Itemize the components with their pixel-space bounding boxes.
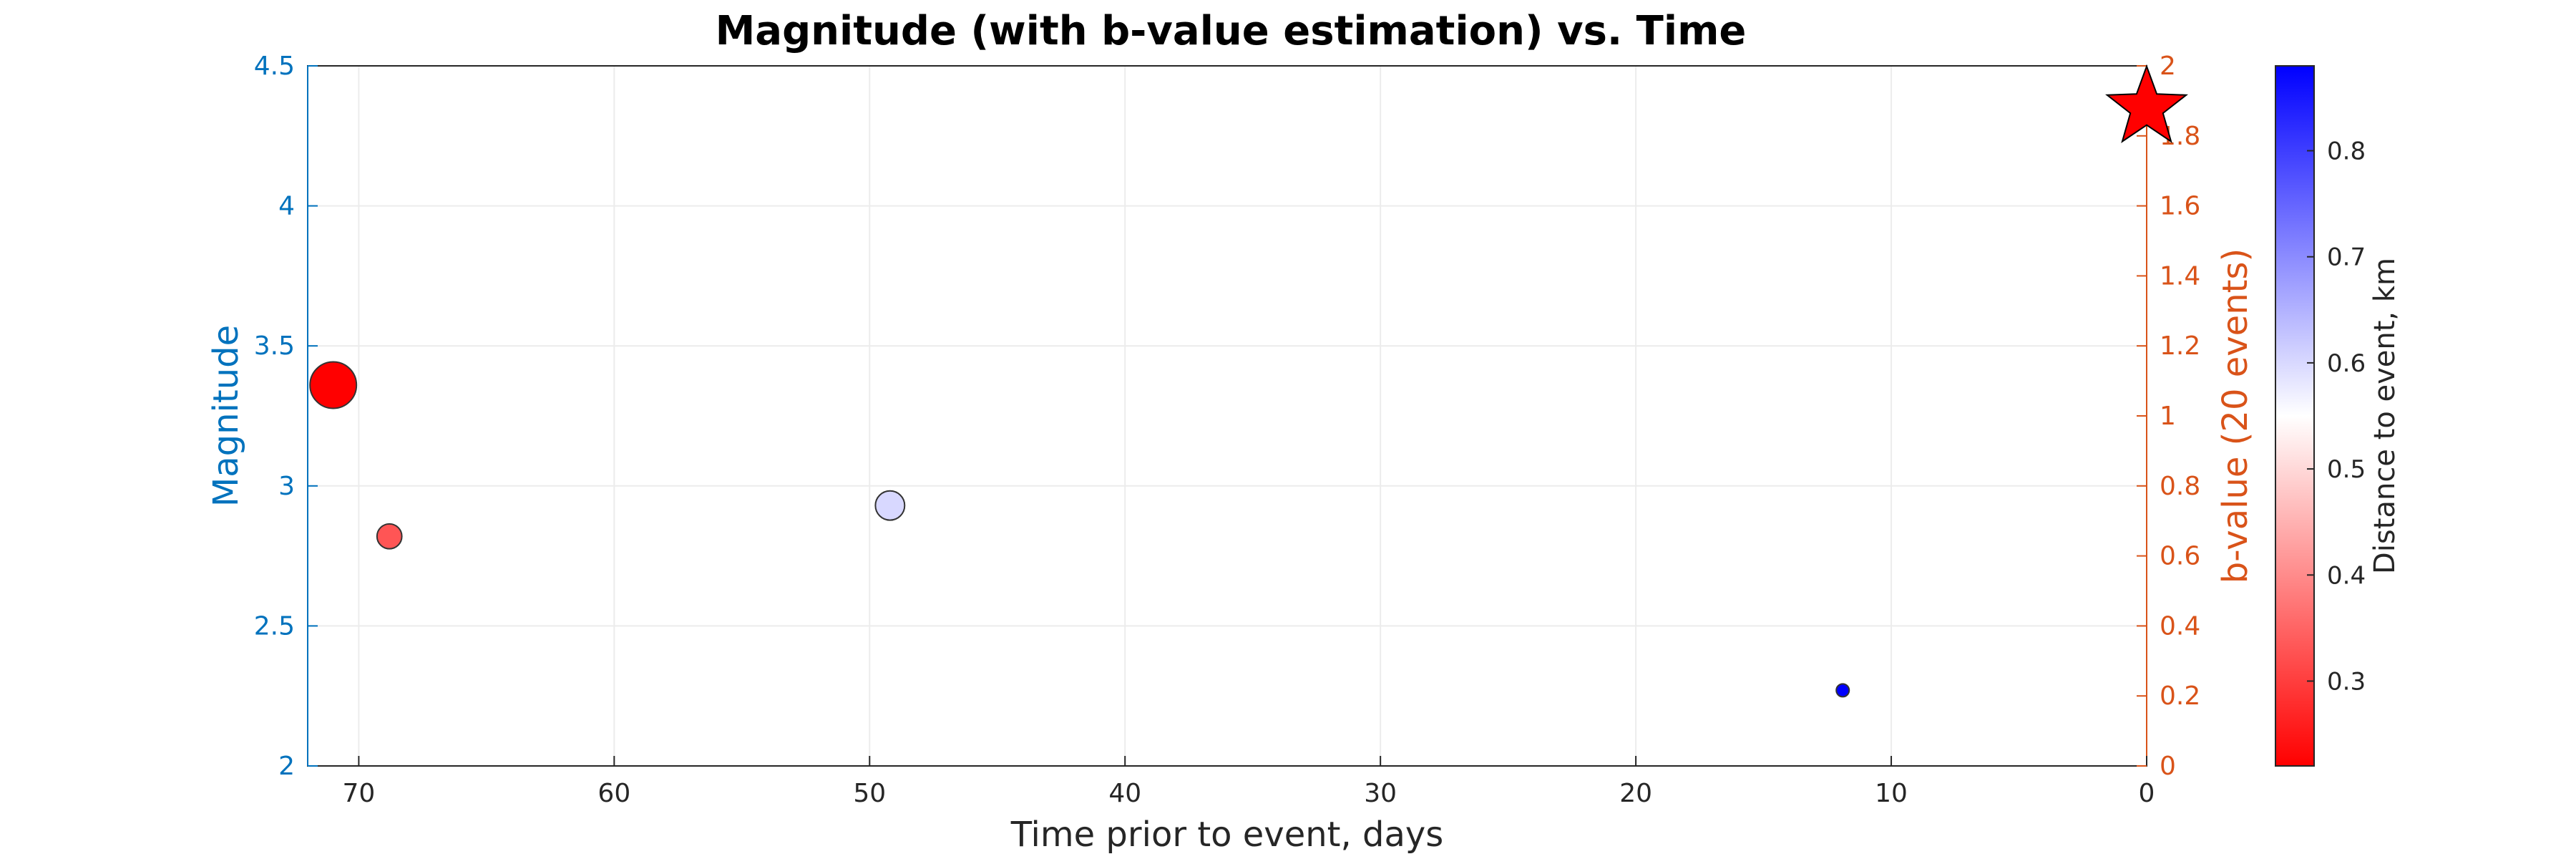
left-tick-label: 3: [278, 472, 295, 501]
x-tick-label: 20: [1619, 779, 1652, 808]
left-tick-label: 3.5: [254, 331, 295, 361]
grid-lines: [308, 65, 2147, 767]
x-tick-label: 0: [2139, 779, 2155, 808]
right-tick-label: 0.8: [2160, 472, 2200, 501]
right-tick-label: 0.2: [2160, 681, 2200, 711]
right-tick-label: 0.6: [2160, 542, 2200, 571]
colorbar-ticks: 0.3 0.4 0.5 0.6 0.7 0.8: [2307, 137, 2366, 696]
x-tick-label: 50: [853, 779, 886, 808]
right-tick-label: 0.4: [2160, 611, 2200, 641]
right-axis-label: b-value (20 events): [2215, 248, 2255, 583]
x-tick-label: 40: [1108, 779, 1141, 808]
right-tick-label: 2: [2160, 52, 2176, 81]
event-marker: [874, 490, 906, 521]
x-axis-ticks: 70 60 50 40 30 20 10 0: [342, 756, 2155, 808]
left-tick-label: 4.5: [254, 52, 295, 81]
mainshock-star: [2105, 64, 2188, 143]
right-axis-ticks: 00.20.40.60.811.21.41.61.82: [2137, 52, 2200, 781]
colorbar: [2275, 65, 2315, 767]
right-tick-label: 1.6: [2160, 192, 2200, 221]
colorbar-tick-label: 0.6: [2327, 349, 2366, 378]
x-tick-label: 70: [342, 779, 375, 808]
x-tick-label: 60: [597, 779, 630, 808]
left-tick-label: 2.5: [254, 611, 295, 641]
left-tick-label: 2: [278, 752, 295, 781]
left-tick-label: 4: [278, 192, 295, 221]
event-markers: [309, 361, 1850, 698]
left-axis-ticks: 2 2.5 3 3.5 4 4.5: [254, 52, 318, 781]
right-tick-label: 1: [2160, 402, 2176, 431]
chart-title: Magnitude (with b-value estimation) vs. …: [716, 8, 1747, 54]
x-tick-label: 10: [1875, 779, 1908, 808]
colorbar-tick-label: 0.8: [2327, 137, 2366, 166]
colorbar-tick-label: 0.5: [2327, 455, 2366, 484]
colorbar-tick-label: 0.3: [2327, 667, 2366, 696]
x-tick-label: 30: [1364, 779, 1397, 808]
event-marker: [1835, 683, 1850, 698]
right-tick-label: 0: [2160, 752, 2176, 781]
right-tick-label: 1.2: [2160, 331, 2200, 361]
event-marker: [376, 523, 403, 550]
colorbar-tick-label: 0.4: [2327, 561, 2366, 590]
plot-area: [307, 65, 2147, 767]
x-axis-label: Time prior to event, days: [1010, 815, 1444, 855]
right-tick-label: 1.4: [2160, 261, 2200, 291]
left-axis-label: Magnitude: [206, 325, 246, 507]
colorbar-tick-label: 0.7: [2327, 243, 2366, 272]
event-marker: [309, 361, 358, 409]
colorbar-label: Distance to event, km: [2368, 258, 2401, 574]
